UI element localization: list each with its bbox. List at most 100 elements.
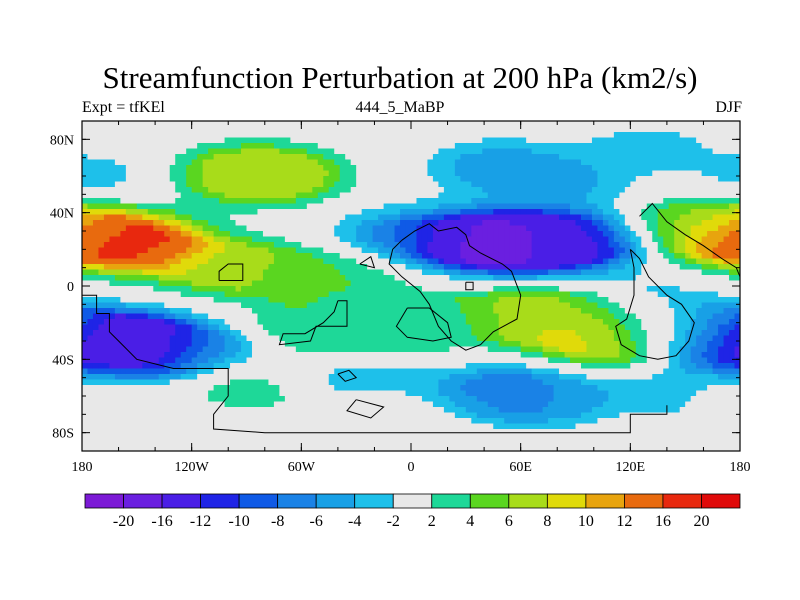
field-cell <box>635 159 642 166</box>
field-cell <box>175 236 182 243</box>
field-cell <box>685 154 692 161</box>
field-cell <box>608 275 615 282</box>
field-cell <box>273 341 280 348</box>
field-cell <box>531 165 538 172</box>
field-cell <box>674 242 681 249</box>
field-cell <box>251 275 259 282</box>
field-cell <box>279 225 286 232</box>
field-cell <box>635 324 642 331</box>
field-cell <box>191 126 198 133</box>
field-cell <box>465 247 472 254</box>
field-cell <box>241 291 248 298</box>
field-cell <box>383 192 390 199</box>
field-cell <box>82 247 89 254</box>
field-cell <box>301 198 308 205</box>
field-cell <box>580 291 588 298</box>
field-cell <box>471 154 478 161</box>
field-cell <box>142 264 149 271</box>
field-cell <box>591 225 599 232</box>
field-cell <box>421 269 429 276</box>
field-cell <box>602 242 609 249</box>
field-cell <box>597 231 604 238</box>
field-cell <box>378 220 385 227</box>
field-cell <box>553 302 560 309</box>
field-cell <box>663 247 670 254</box>
field-cell <box>679 159 686 166</box>
field-cell <box>443 269 450 276</box>
field-cell <box>580 341 588 348</box>
field-cell <box>257 198 264 205</box>
field-cell <box>493 341 500 348</box>
field-cell <box>273 302 280 309</box>
field-cell <box>175 143 182 150</box>
field-cell <box>515 181 522 188</box>
field-cell <box>312 214 319 221</box>
field-cell <box>191 291 198 298</box>
field-cell <box>153 170 160 177</box>
field-cell <box>438 137 445 144</box>
field-cell <box>690 341 697 348</box>
field-cell <box>454 159 461 166</box>
field-cell <box>317 214 324 221</box>
field-cell <box>175 302 182 309</box>
field-cell <box>460 247 467 254</box>
field-cell <box>548 214 555 221</box>
field-cell <box>591 165 599 172</box>
field-cell <box>515 187 522 194</box>
field-cell <box>646 341 653 348</box>
field-cell <box>147 341 154 348</box>
field-cell <box>378 236 385 243</box>
field-cell <box>251 165 259 172</box>
field-cell <box>591 236 599 243</box>
field-cell <box>158 170 165 177</box>
field-cell <box>295 198 302 205</box>
field-cell <box>674 143 681 150</box>
field-cell <box>432 181 440 188</box>
field-cell <box>476 346 483 353</box>
field-cell <box>591 176 599 183</box>
field-cell <box>224 132 231 139</box>
field-cell <box>164 242 171 249</box>
field-cell <box>674 335 681 342</box>
field-cell <box>251 308 259 315</box>
field-cell <box>339 280 346 287</box>
field-cell <box>707 269 714 276</box>
field-cell <box>624 176 631 183</box>
field-cell <box>411 231 418 238</box>
field-cell <box>674 264 681 271</box>
field-cell <box>729 247 736 254</box>
field-cell <box>103 341 111 348</box>
field-cell <box>180 319 187 326</box>
field-cell <box>230 291 237 298</box>
field-cell <box>668 126 675 133</box>
field-cell <box>520 181 527 188</box>
field-cell <box>679 181 686 188</box>
field-cell <box>608 143 615 150</box>
field-cell <box>482 258 489 265</box>
field-cell <box>548 165 555 172</box>
field-cell <box>608 264 615 271</box>
field-cell <box>361 159 368 166</box>
field-cell <box>334 148 341 155</box>
field-cell <box>635 132 642 139</box>
field-cell <box>323 154 330 161</box>
field-cell <box>718 148 725 155</box>
field-cell <box>367 181 374 188</box>
field-cell <box>268 242 275 249</box>
field-cell <box>421 203 429 210</box>
field-cell <box>498 280 505 287</box>
field-cell <box>405 137 412 144</box>
field-cell <box>273 335 280 342</box>
field-cell <box>707 297 714 304</box>
field-cell <box>548 253 555 260</box>
field-cell <box>657 187 664 194</box>
field-cell <box>306 313 313 320</box>
field-cell <box>624 148 631 155</box>
field-cell <box>87 242 94 249</box>
field-cell <box>449 198 456 205</box>
field-cell <box>411 242 418 249</box>
field-cell <box>668 176 675 183</box>
field-cell <box>213 275 220 282</box>
field-cell <box>515 148 522 155</box>
field-cell <box>630 143 637 150</box>
